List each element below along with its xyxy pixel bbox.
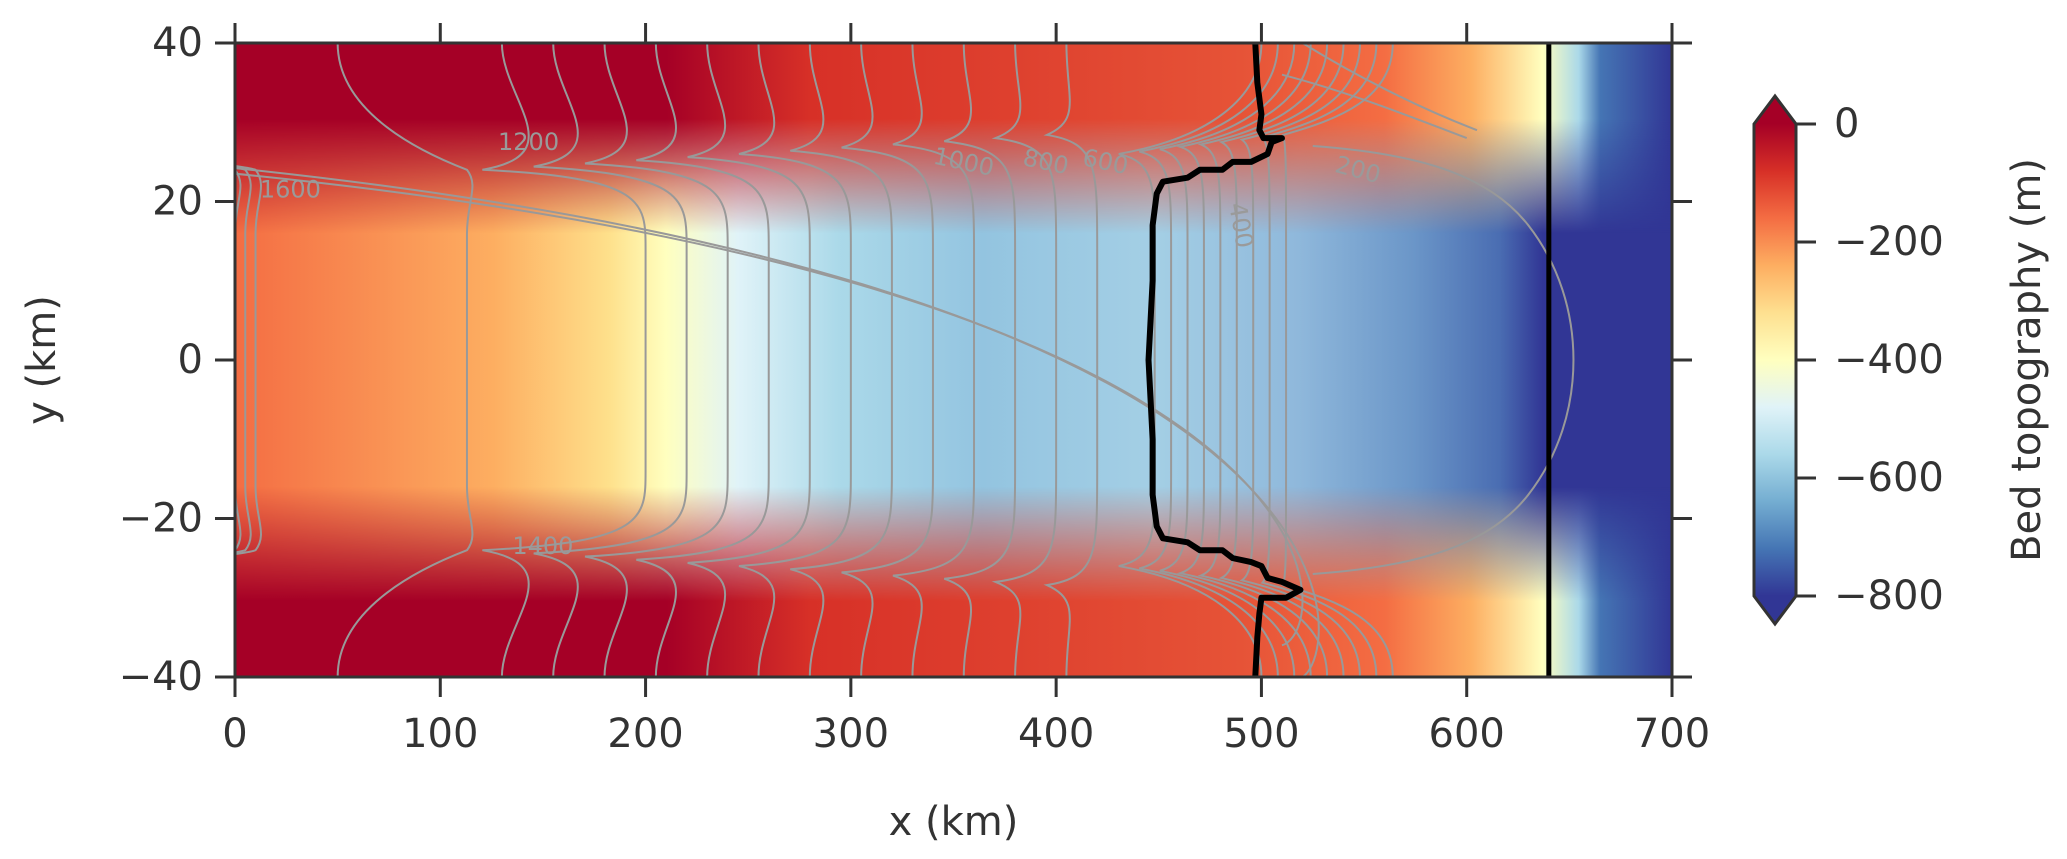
contour-label-group-1: 1600 [260, 176, 321, 204]
colorbar-tick-label-0: 0 [1834, 101, 1859, 147]
colorbar-label: Bed topography (m) [2004, 158, 2050, 562]
colorbar-extend-bottom [1754, 596, 1796, 624]
x-tick-label-6: 600 [1429, 711, 1505, 757]
x-axis-label: x (km) [889, 799, 1019, 845]
contour-line-12 [892, 43, 976, 677]
contour-line-16 [1118, 43, 1263, 677]
contour-label-group-7: 1400 [512, 532, 573, 560]
colorbar-tick-label-2: −400 [1834, 337, 1944, 383]
x-tick-label-5: 500 [1223, 711, 1299, 757]
contour-line-5 [533, 43, 688, 677]
contour-line-24 [1281, 43, 1394, 677]
colorbar: 0 −200 −400 −600 −800 [1752, 93, 1944, 627]
contour-label-group-0: 1200 [498, 128, 559, 156]
contour-line-10 [790, 43, 893, 677]
x-tick-label-4: 400 [1018, 711, 1094, 757]
contour-line-17 [1139, 43, 1279, 677]
y-axis-label: y (km) [19, 295, 65, 425]
x-tick-label-1: 100 [402, 711, 478, 757]
contour-line-18 [1159, 43, 1296, 677]
field-edges [235, 43, 1672, 677]
colorbar-extend-top [1754, 96, 1796, 124]
contour-line-23 [1260, 43, 1378, 677]
colorbar-body [1754, 124, 1796, 596]
contour-line-6 [584, 43, 729, 677]
contour-line-edge-0 [1281, 73, 1468, 140]
x-tick-label-7: 700 [1634, 711, 1710, 757]
colorbar-tick-label-1: −200 [1834, 219, 1944, 265]
contour-line-2 [235, 164, 263, 556]
grounding-line [1145, 43, 1304, 677]
y-tick-label-4: 40 [152, 20, 203, 66]
contour-line-9 [738, 43, 852, 677]
contour-line-7 [636, 43, 770, 677]
axes: 0 100 200 300 400 500 600 700 −40 −20 0 20 40 [119, 20, 1711, 757]
heatmap-field [235, 43, 1672, 677]
contour-label-7: 1400 [512, 532, 573, 560]
x-tick-label-0: 0 [222, 711, 247, 757]
contour-line-8 [687, 43, 811, 677]
contour-line-15 [1043, 43, 1099, 677]
contour-line-22 [1239, 43, 1361, 677]
y-tick-label-1: −20 [119, 496, 203, 542]
contour-label-1: 1600 [260, 176, 321, 204]
boundary-lines [1145, 43, 1552, 677]
contour-line-11 [841, 43, 934, 677]
colorbar-tick-label-3: −600 [1834, 455, 1944, 501]
contour-line-14 [991, 43, 1058, 677]
contour-line-edge-1 [1301, 43, 1478, 132]
y-tick-label-2: 0 [178, 337, 203, 383]
contour-line-21 [1218, 43, 1345, 677]
contour-line-4 [482, 43, 647, 677]
contour-line-13 [943, 43, 1017, 677]
x-tick-label-2: 200 [607, 711, 683, 757]
contour-line-outer [1312, 145, 1575, 575]
contour-line-edge-lower-1 [235, 167, 1320, 677]
y-tick-label-3: 20 [152, 179, 203, 225]
contour-line-1 [235, 166, 252, 554]
x-tick-label-3: 300 [813, 711, 889, 757]
contour-line-3 [336, 43, 474, 677]
contour-label-0: 1200 [498, 128, 559, 156]
colorbar-tick-label-4: −800 [1834, 573, 1944, 619]
y-tick-label-0: −40 [119, 654, 203, 700]
